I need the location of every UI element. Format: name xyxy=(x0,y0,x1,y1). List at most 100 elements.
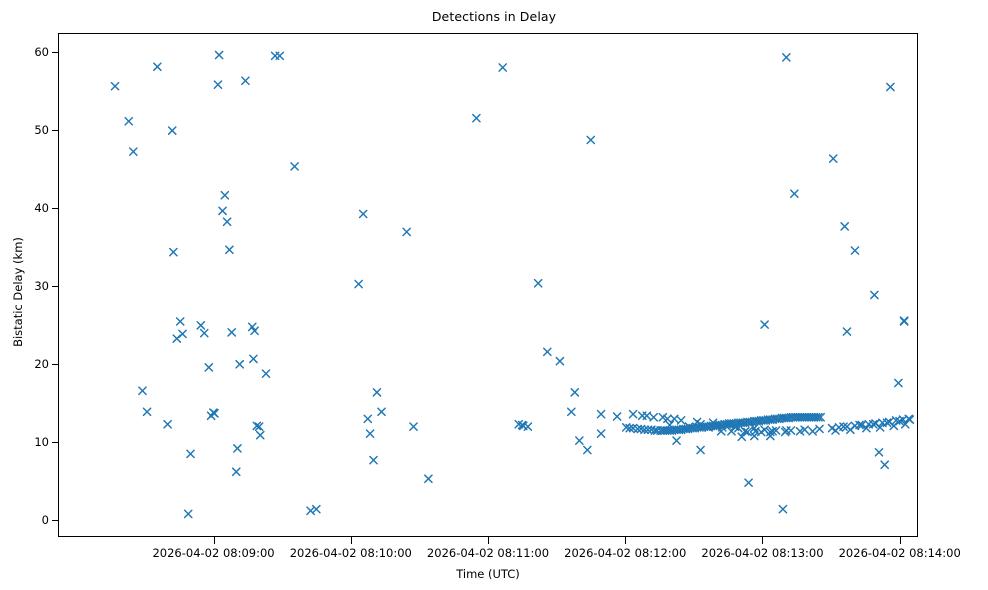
scatter-marker xyxy=(850,246,860,255)
scatter-marker xyxy=(642,411,652,421)
scatter-marker xyxy=(696,445,705,455)
scatter-marker xyxy=(894,378,903,388)
y-tick-mark xyxy=(51,130,58,132)
scatter-marker xyxy=(874,447,884,457)
x-tick-label: 2026-04-02 08:10:00 xyxy=(289,546,412,560)
scatter-marker xyxy=(110,81,120,91)
scatter-marker xyxy=(231,467,241,477)
x-tick-mark xyxy=(625,537,627,544)
scatter-marker xyxy=(669,414,679,424)
scatter-marker xyxy=(555,356,565,366)
scatter-marker xyxy=(882,418,892,428)
scatter-marker xyxy=(899,316,909,325)
scatter-marker xyxy=(740,426,750,436)
scatter-series-group xyxy=(110,50,915,519)
scatter-marker xyxy=(704,423,713,432)
scatter-marker xyxy=(172,334,182,343)
scatter-marker xyxy=(575,436,584,445)
scatter-marker xyxy=(311,504,321,514)
scatter-marker xyxy=(696,419,705,429)
scatter-marker xyxy=(846,425,855,435)
scatter-marker xyxy=(862,423,871,433)
scatter-marker xyxy=(129,147,138,156)
scatter-marker xyxy=(643,425,653,435)
scatter-marker xyxy=(424,474,433,484)
scatter-marker xyxy=(472,113,481,123)
scatter-marker xyxy=(153,62,162,72)
scatter-marker xyxy=(676,416,686,425)
scatter-marker xyxy=(196,321,206,330)
scatter-marker xyxy=(372,388,382,397)
scatter-marker xyxy=(727,426,736,436)
scatter-marker xyxy=(875,423,885,432)
scatter-marker xyxy=(828,154,838,163)
scatter-marker xyxy=(782,53,791,62)
x-tick-label: 2026-04-02 08:09:00 xyxy=(152,546,275,560)
scatter-marker xyxy=(124,116,134,126)
scatter-marker xyxy=(640,425,649,435)
scatter-marker xyxy=(628,409,638,419)
scatter-marker xyxy=(369,455,378,465)
scatter-marker xyxy=(855,420,864,430)
x-tick-label: 2026-04-02 08:13:00 xyxy=(701,546,824,560)
scatter-marker xyxy=(220,190,230,200)
scatter-marker xyxy=(542,347,552,357)
scatter-marker xyxy=(163,419,172,429)
scatter-marker xyxy=(737,432,747,442)
scatter-marker xyxy=(255,430,265,440)
x-axis-label: Time (UTC) xyxy=(456,567,520,581)
scatter-marker xyxy=(241,76,250,86)
scatter-marker xyxy=(210,409,219,418)
scatter-marker xyxy=(880,460,890,470)
scatter-marker xyxy=(857,420,867,430)
scatter-marker xyxy=(586,135,596,145)
scatter-marker xyxy=(895,416,904,426)
scatter-marker xyxy=(358,209,368,219)
scatter-marker xyxy=(247,322,257,332)
y-tick-label: 50 xyxy=(34,123,49,138)
scatter-marker xyxy=(178,329,187,339)
y-tick-mark xyxy=(51,441,58,443)
scatter-marker xyxy=(235,359,245,369)
scatter-marker xyxy=(839,422,848,431)
scatter-marker xyxy=(612,412,622,421)
scatter-marker xyxy=(523,422,533,431)
scatter-marker xyxy=(290,162,299,171)
scatter-marker xyxy=(363,414,373,424)
scatter-marker xyxy=(815,424,824,434)
scatter-marker xyxy=(768,426,777,436)
x-tick-mark xyxy=(350,537,352,544)
scatter-marker xyxy=(254,422,264,431)
scatter-marker xyxy=(218,206,227,216)
scatter-marker xyxy=(583,445,592,455)
scatter-marker xyxy=(596,409,606,419)
y-tick-mark xyxy=(51,286,58,288)
scatter-marker xyxy=(138,386,147,396)
scatter-marker xyxy=(816,412,825,422)
scatter-marker xyxy=(889,421,899,431)
plot-area xyxy=(58,33,918,537)
scatter-marker xyxy=(186,449,195,459)
x-tick-label: 2026-04-02 08:12:00 xyxy=(564,546,687,560)
scatter-marker xyxy=(790,189,799,199)
x-tick-mark xyxy=(213,537,215,544)
scatter-marker xyxy=(808,426,817,436)
scatter-marker xyxy=(663,414,672,424)
scatter-marker xyxy=(199,328,209,338)
scatter-marker xyxy=(354,279,363,289)
scatter-marker xyxy=(633,424,642,434)
scatter-marker xyxy=(665,420,675,430)
scatter-marker xyxy=(402,227,411,237)
scatter-marker xyxy=(252,421,262,431)
scatter-marker xyxy=(142,407,152,417)
y-tick-label: 10 xyxy=(34,434,49,449)
scatter-marker xyxy=(780,427,790,437)
x-tick-mark xyxy=(899,537,901,544)
scatter-marker xyxy=(365,429,375,438)
scatter-marker xyxy=(795,426,805,436)
x-tick-mark xyxy=(762,537,764,544)
y-tick-label: 40 xyxy=(34,201,49,216)
scatter-marker xyxy=(409,422,418,431)
scatter-marker xyxy=(905,415,915,424)
scatter-marker xyxy=(175,317,185,326)
